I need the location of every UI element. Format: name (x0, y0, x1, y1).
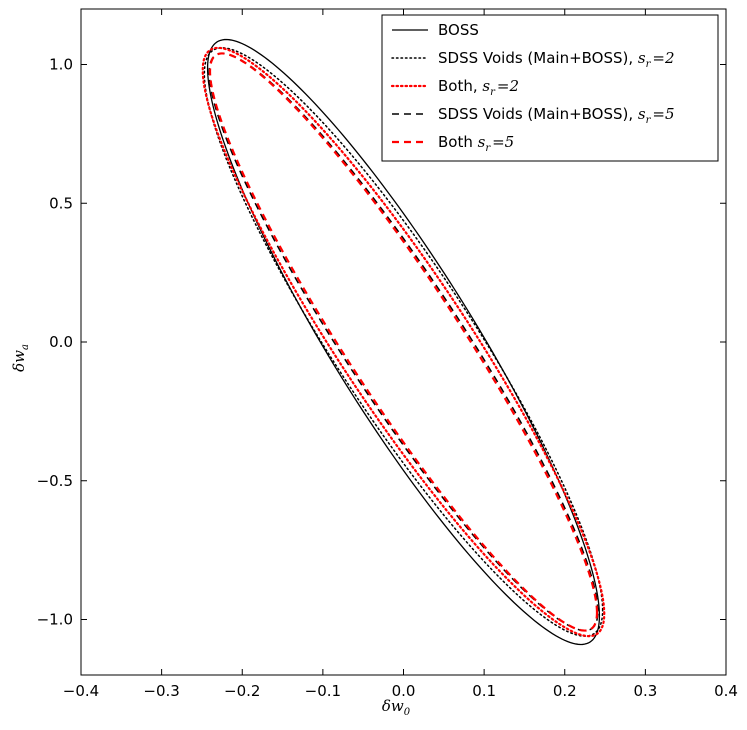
y-tick-label: 1.0 (49, 56, 73, 74)
x-axis-label-sub: 0 (404, 707, 411, 718)
y-axis-label-sub: a (20, 344, 31, 350)
series-curve-2 (203, 47, 604, 637)
series-curve-3 (201, 46, 606, 638)
x-axis-label: δw0 (382, 697, 411, 718)
x-tick-label: −0.1 (305, 682, 341, 700)
curves-layer (201, 38, 606, 646)
x-tick-label: −0.3 (143, 682, 179, 700)
legend-label-3: Both, sr =2 (438, 77, 519, 98)
x-tick-label: −0.2 (224, 682, 260, 700)
y-tick-label: 0.5 (49, 194, 73, 212)
y-axis-label: δwa (10, 344, 31, 372)
legend-label-1: BOSS (438, 21, 479, 39)
x-tick-label: 0.2 (553, 682, 577, 700)
x-tick-label: 0.0 (392, 682, 416, 700)
legend: BOSS SDSS Voids (Main+BOSS), sr =2 Both, sr… (381, 14, 719, 162)
y-tick-label: 0.0 (49, 333, 73, 351)
y-axis-label-main: δw (10, 350, 28, 372)
x-tick-label: −0.4 (63, 682, 99, 700)
plot-frame (80, 8, 727, 676)
legend-frame (381, 14, 719, 162)
series-curve-5 (208, 52, 599, 632)
y-tick-label: −1.0 (37, 611, 73, 629)
legend-label-4: SDSS Voids (Main+BOSS), sr =5 (438, 105, 675, 126)
ticks-layer: −0.4 −0.3 −0.2 −0.1 0.0 0.1 0.2 0.3 0.4 1.0 0.5 0.0… (37, 9, 738, 700)
legend-label-5: Both sr =5 (438, 133, 514, 154)
x-tick-label: 0.3 (633, 682, 657, 700)
y-tick-label: −0.5 (37, 472, 73, 490)
x-axis-label-main: δw (382, 697, 404, 715)
x-tick-label: 0.4 (714, 682, 738, 700)
legend-label-2: SDSS Voids (Main+BOSS), sr =2 (438, 49, 675, 70)
x-tick-label: 0.1 (472, 682, 496, 700)
series-curve-1 (206, 38, 601, 646)
